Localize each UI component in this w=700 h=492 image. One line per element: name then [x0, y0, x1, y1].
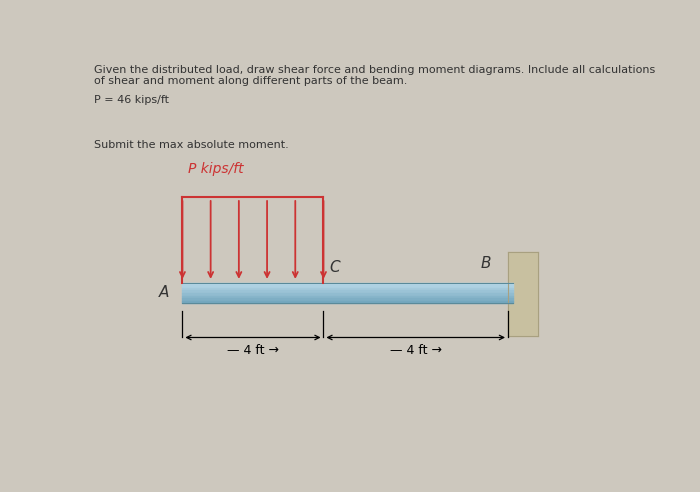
Text: Given the distributed load, draw shear force and bending moment diagrams. Includ: Given the distributed load, draw shear f… — [94, 65, 655, 75]
Text: A: A — [158, 285, 169, 301]
Bar — [183, 298, 513, 301]
Text: Submit the max absolute moment.: Submit the max absolute moment. — [94, 141, 289, 151]
Bar — [183, 285, 513, 288]
Text: of shear and moment along different parts of the beam.: of shear and moment along different part… — [94, 76, 407, 86]
Text: — 4 ft →: — 4 ft → — [390, 344, 442, 357]
Bar — [183, 288, 513, 290]
Text: P kips/ft: P kips/ft — [188, 162, 244, 177]
Text: B: B — [481, 256, 491, 271]
Bar — [183, 301, 513, 304]
Bar — [508, 252, 538, 336]
Text: C: C — [329, 260, 340, 275]
Bar — [183, 293, 513, 296]
Bar — [183, 290, 513, 293]
Text: P = 46 kips/ft: P = 46 kips/ft — [94, 95, 169, 105]
Bar — [183, 296, 513, 298]
Bar — [183, 282, 513, 285]
Text: — 4 ft →: — 4 ft → — [227, 344, 279, 357]
